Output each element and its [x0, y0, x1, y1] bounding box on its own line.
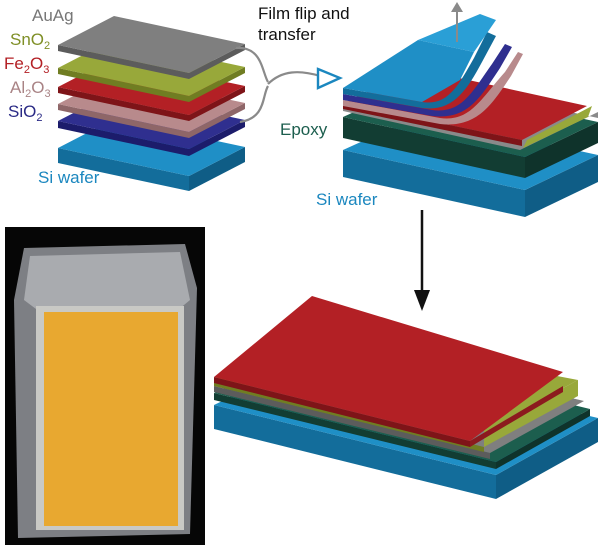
curve-from-sio2 [239, 85, 269, 124]
final-epoxy-front [496, 409, 590, 469]
final-si-wafer-side [214, 405, 496, 499]
epoxy-front [525, 122, 598, 178]
label-sno2-base: SnO [10, 30, 45, 49]
label-fe2o3-s1: 2 [23, 64, 30, 76]
label-sio2-base: SiO [8, 102, 37, 121]
right-sno2-strip [523, 106, 592, 148]
left-fe2o3-edge [58, 86, 245, 121]
left-al2o3-edge [58, 103, 245, 138]
peel-sio2 [343, 44, 512, 117]
final-auag-side [214, 386, 490, 459]
curve-to-right [267, 71, 321, 85]
label-auag: AuAg [32, 6, 74, 25]
curve-from-auag [235, 46, 269, 83]
label-al2o3-s2: 3 [44, 88, 51, 100]
final-fe2o3-front [470, 386, 563, 447]
peel-si-handle [343, 32, 496, 109]
label-sio2: SiO2 [8, 102, 43, 124]
label-sno2-sub: 2 [44, 40, 51, 52]
lifted-handle-top [343, 40, 474, 102]
left-si-wafer-side [58, 148, 189, 191]
label-fe2o3-p2: O [29, 54, 44, 73]
left-layer-stack [58, 16, 245, 191]
label-film-flip-line2: transfer [258, 25, 316, 44]
peel-up-arrowhead [451, 2, 463, 12]
left-sio2-edge [58, 120, 245, 156]
photo-glass-sheen [24, 252, 190, 312]
final-epoxy-side [214, 393, 496, 469]
label-al2o3-p1: Al [10, 78, 26, 97]
final-si-wafer-front [496, 418, 598, 499]
left-auag-edge [58, 44, 245, 79]
final-stack [214, 296, 598, 499]
photo-sample-highlight [44, 312, 178, 526]
left-sno2-edge [58, 67, 245, 102]
photo-sample-film [44, 312, 178, 526]
label-si-wafer-right: Si wafer [316, 190, 378, 209]
right-top-stack [343, 2, 598, 217]
left-si-wafer-front [189, 147, 245, 191]
label-epoxy: Epoxy [280, 120, 328, 139]
right-si-wafer-side [343, 150, 525, 217]
final-fe2o3-side [214, 377, 470, 447]
epoxy-side [343, 117, 525, 178]
right-si-wafer-front [525, 155, 598, 217]
peel-al2o3 [343, 52, 523, 125]
down-arrow [414, 210, 430, 311]
sample-photo [5, 227, 205, 545]
label-fe2o3-p1: Fe [4, 54, 24, 73]
label-fe2o3-s2: 3 [43, 64, 50, 76]
label-sno2: SnO2 [10, 30, 51, 52]
label-sio2-sub: 2 [36, 112, 43, 124]
final-fe2o3-top [214, 296, 563, 441]
label-al2o3-p2: O [31, 78, 45, 97]
label-al2o3: Al2O3 [10, 78, 51, 100]
left-auag-layer [58, 16, 245, 73]
label-film-flip-line1: Film flip and [258, 4, 350, 23]
transfer-arrowhead [316, 67, 344, 90]
label-fe2o3: Fe2O3 [4, 54, 50, 76]
down-arrow-head [414, 290, 430, 311]
transfer-curve-arrow [235, 46, 344, 124]
label-al2o3-s1: 2 [25, 88, 32, 100]
label-film-flip-transfer: Film flip and transfer [258, 3, 350, 45]
label-si-wafer-left: Si wafer [38, 168, 100, 187]
